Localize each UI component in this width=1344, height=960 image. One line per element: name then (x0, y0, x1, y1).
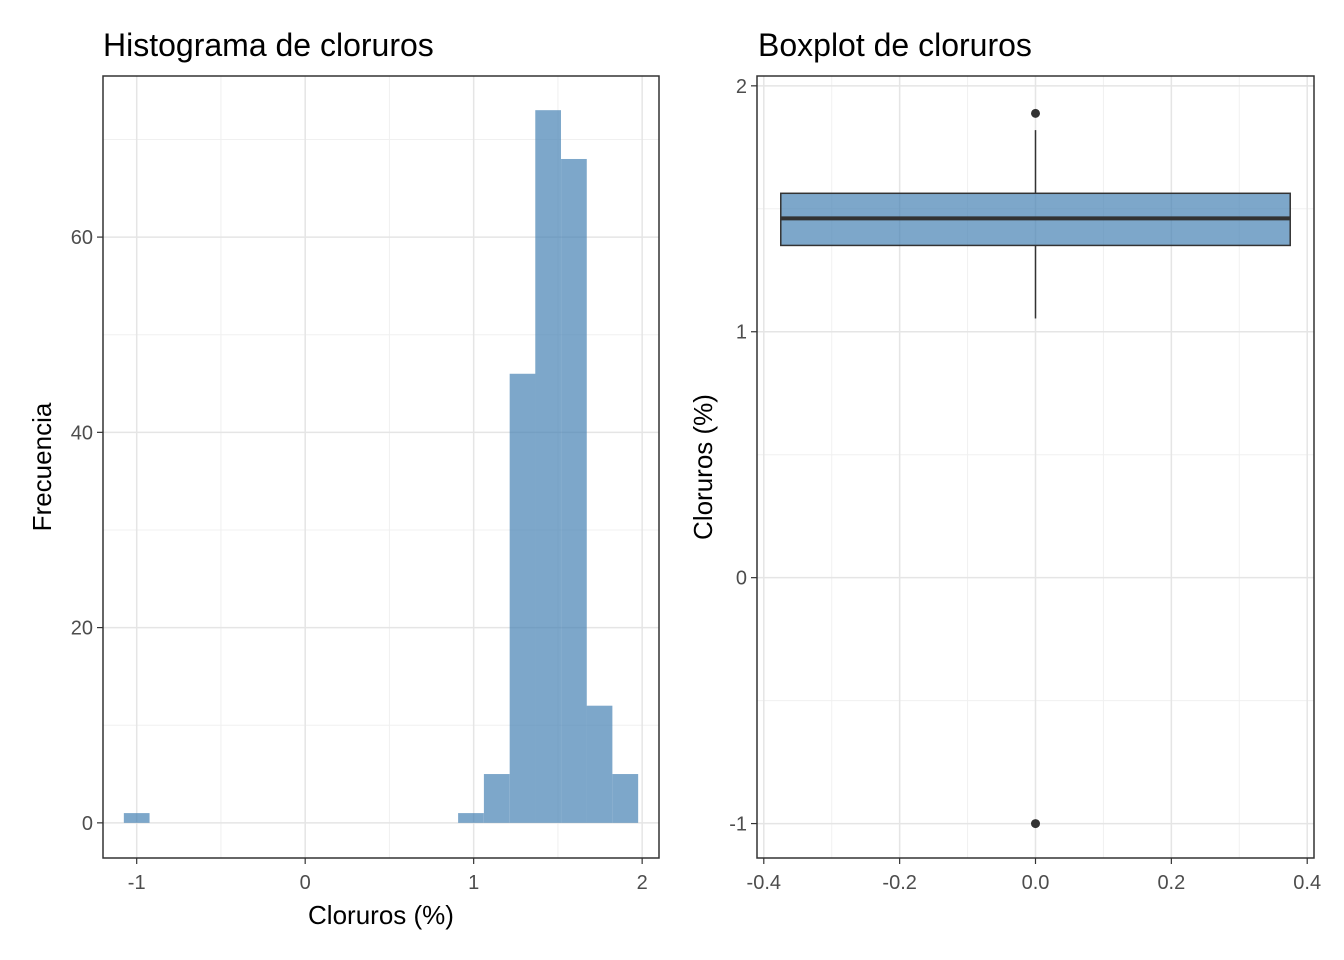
boxplot-outlier-point (1031, 819, 1040, 829)
histogram-tick-label-x: 1 (468, 872, 479, 894)
boxplot-tick-label-x: -0.4 (747, 872, 781, 894)
boxplot-panel-border (756, 75, 1315, 859)
histogram-bar (535, 110, 561, 823)
histogram-bar (458, 813, 484, 823)
histogram-xlabel: Cloruros (%) (308, 900, 454, 930)
boxplot-tick-label-x: 0.0 (1022, 872, 1050, 894)
boxplot-title: Boxplot de cloruros (758, 27, 1032, 63)
boxplot-tick-label-x: -0.2 (882, 872, 916, 894)
histogram-tick-label-y: 0 (82, 813, 93, 835)
histogram-bar (586, 705, 613, 823)
histogram-bar (612, 774, 639, 823)
histogram-panel-border (102, 75, 660, 859)
histogram-tick-label-y: 40 (71, 422, 93, 444)
histogram-bar (123, 813, 150, 823)
histogram-ylabel: Frecuencia (27, 402, 57, 531)
boxplot-tick-label-y: 1 (736, 322, 747, 344)
boxplot-tick-label-x: 0.2 (1157, 872, 1185, 894)
boxplot-outlier-point (1031, 108, 1040, 118)
boxplot-tick-label-y: 0 (736, 568, 747, 590)
histogram-bar (561, 158, 587, 823)
histogram-title: Histograma de cloruros (103, 27, 434, 63)
histogram-bar (509, 373, 536, 823)
histogram-tick-label-x: -1 (128, 872, 146, 894)
boxplot-ylabel: Cloruros (%) (688, 394, 718, 540)
boxplot-tick-label-y: -1 (729, 814, 747, 836)
histogram-tick-label-y: 20 (71, 618, 93, 640)
boxplot-tick-label-x: 0.4 (1293, 872, 1321, 894)
histogram-tick-label-x: 0 (300, 872, 311, 894)
histogram-tick-label-y: 60 (71, 227, 93, 249)
histogram-bar (483, 774, 510, 823)
boxplot-panel: -0.4 -0.2 0.0 0.2 0.4 -1 0 1 2 (729, 75, 1321, 894)
histogram-tick-label-x: 2 (637, 872, 648, 894)
boxplot-tick-label-y: 2 (736, 76, 747, 98)
